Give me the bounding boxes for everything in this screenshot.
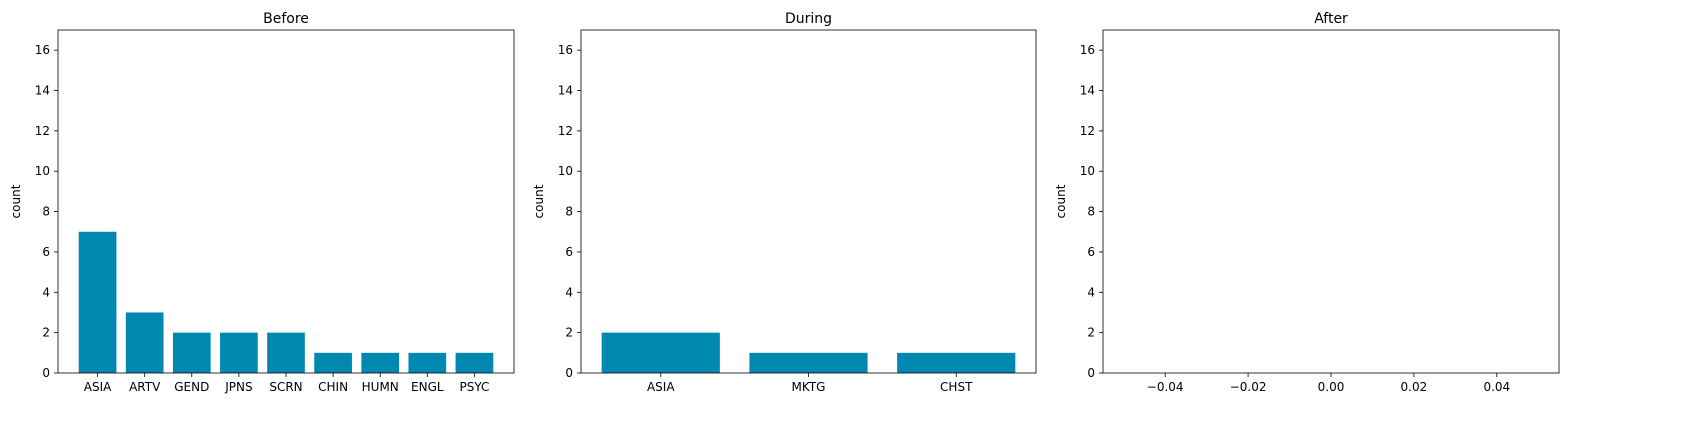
y-tick-label: 10: [35, 164, 50, 178]
y-tick-label: 14: [35, 84, 50, 98]
x-tick-label: HUMN: [362, 380, 399, 394]
bar-jpns: [220, 332, 258, 373]
bar-psyc: [455, 352, 494, 373]
bar-scrn: [267, 332, 305, 373]
chart-title: After: [1314, 11, 1348, 27]
y-tick-label: 4: [42, 285, 50, 299]
x-tick-label: −0.04: [1147, 380, 1184, 394]
bar-asia: [601, 332, 720, 373]
x-tick-label: CHST: [940, 380, 973, 394]
bar-humn: [361, 352, 400, 373]
plot-frame: [1102, 29, 1560, 374]
y-tick-label: 0: [565, 366, 573, 380]
y-tick-label: 2: [565, 326, 573, 340]
chart-panel-1: ASIA ARTV GEND JPNS SCRN CHIN HUMN ENGL PSYC 0 2 4 6…: [9, 11, 515, 394]
x-tick-label: SCRN: [269, 380, 302, 394]
y-tick-label: 4: [1087, 285, 1095, 299]
bar-chst: [897, 352, 1016, 373]
y-tick-label: 12: [35, 124, 50, 138]
y-tick-label: 6: [42, 245, 50, 259]
y-tick-label: 12: [558, 124, 573, 138]
chart-title: During: [785, 11, 832, 27]
x-tick-label: ASIA: [84, 380, 112, 394]
y-tick-label: 2: [42, 326, 50, 340]
y-axis-label: count: [532, 184, 546, 218]
x-tick-label: ENGL: [411, 380, 444, 394]
y-tick-label: 0: [1087, 366, 1095, 380]
chart-panel-3: −0.04 −0.02 0.00 0.02 0.04 0 2 4 6 8 10 12 14 16 After…: [1054, 11, 1560, 394]
chart-panel-2: ASIA MKTG CHST 0 2 4 6 8 10 12 14 16 During count: [532, 11, 1037, 394]
plot-frame: [57, 29, 515, 374]
x-tick-label: ASIA: [647, 380, 675, 394]
x-tick-label: 0.02: [1401, 380, 1428, 394]
x-tick-label: CHIN: [318, 380, 348, 394]
y-tick-label: 8: [1087, 205, 1095, 219]
y-tick-label: 14: [558, 84, 573, 98]
x-tick-label: −0.02: [1230, 380, 1267, 394]
y-tick-label: 2: [1087, 326, 1095, 340]
bar-mktg: [749, 352, 868, 373]
bar-engl: [408, 352, 447, 373]
y-tick-label: 14: [1080, 84, 1095, 98]
y-axis-label: count: [9, 184, 23, 218]
y-tick-label: 0: [42, 366, 50, 380]
x-tick-label: GEND: [174, 380, 209, 394]
y-tick-label: 16: [35, 43, 50, 57]
x-tick-label: 0.00: [1318, 380, 1345, 394]
y-tick-label: 10: [1080, 164, 1095, 178]
y-tick-label: 8: [42, 205, 50, 219]
bar-gend: [172, 332, 211, 373]
x-tick-label: 0.04: [1483, 380, 1510, 394]
y-tick-label: 4: [565, 285, 573, 299]
bar-asia: [78, 231, 117, 373]
x-tick-label: JPNS: [224, 380, 252, 394]
x-tick-label: ARTV: [129, 380, 161, 394]
bar-artv: [125, 312, 164, 373]
y-tick-label: 12: [1080, 124, 1095, 138]
chart-title: Before: [263, 11, 309, 27]
y-tick-label: 16: [1080, 43, 1095, 57]
y-tick-label: 6: [565, 245, 573, 259]
y-tick-label: 6: [1087, 245, 1095, 259]
y-tick-label: 10: [558, 164, 573, 178]
y-tick-label: 8: [565, 205, 573, 219]
plot-frame: [580, 29, 1037, 374]
bar-chin: [314, 352, 352, 373]
y-tick-label: 16: [558, 43, 573, 57]
y-axis-label: count: [1054, 184, 1068, 218]
x-tick-label: MKTG: [792, 380, 826, 394]
x-tick-label: PSYC: [459, 380, 489, 394]
